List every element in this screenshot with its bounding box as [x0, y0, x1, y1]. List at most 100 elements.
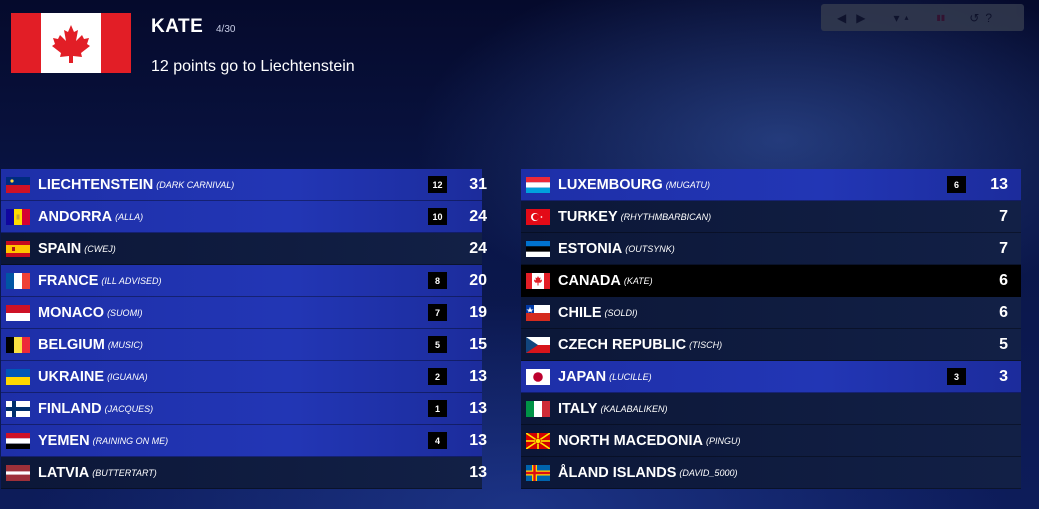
- points-given-badge: 3: [947, 368, 966, 385]
- sort-asc-icon[interactable]: ▴: [904, 13, 909, 22]
- sort-desc-icon[interactable]: ▾: [893, 10, 900, 25]
- country-name: SPAIN: [38, 240, 82, 257]
- participant-name: (BUTTERTART): [92, 467, 157, 478]
- chile-flag-icon: [526, 304, 550, 321]
- total-score: 7: [999, 239, 1008, 257]
- total-score: 24: [469, 239, 487, 257]
- score-row-estonia: ESTONIA (OUTSYNK) 7: [521, 233, 1021, 265]
- monaco-flag-icon: [6, 304, 30, 321]
- country-name: CANADA: [558, 272, 621, 289]
- ukraine-flag-icon: [6, 368, 30, 385]
- prev-icon[interactable]: ◀: [837, 10, 847, 25]
- country-name: BELGIUM: [38, 336, 105, 353]
- voter-progress: 4/30: [216, 24, 236, 35]
- country-name: FRANCE: [38, 272, 99, 289]
- voter-name: KATE: [151, 16, 204, 37]
- playback-controls: ◀ ▶ ▾ ▴ ▮▮ ↺ ?: [821, 4, 1024, 31]
- luxembourg-flag-icon: [526, 176, 550, 193]
- japan-flag-icon: [526, 368, 550, 385]
- score-row-north-macedonia: NORTH MACEDONIA (PINGU): [521, 425, 1021, 457]
- help-icon[interactable]: ?: [985, 10, 993, 25]
- total-score: 6: [999, 271, 1008, 289]
- country-name: ITALY: [558, 400, 598, 417]
- spain-flag-icon: [6, 240, 30, 257]
- points-given-badge: 1: [428, 400, 447, 417]
- score-row-japan: JAPAN (LUCILLE) 3 3: [521, 361, 1021, 393]
- participant-name: (JACQUES): [104, 403, 154, 414]
- participant-name: (LUCILLE): [609, 371, 652, 382]
- country-name: FINLAND: [38, 400, 102, 417]
- yemen-flag-icon: [6, 432, 30, 449]
- score-row-liechtenstein: LIECHTENSTEIN (DARK CARNIVAL) 12 31: [1, 169, 487, 201]
- canada-flag-icon: [526, 272, 550, 289]
- participant-name: (RHYTHMBARBICAN): [620, 211, 712, 222]
- participant-name: (OUTSYNK): [625, 243, 675, 254]
- points-given-badge: 10: [428, 208, 447, 225]
- total-score: 13: [469, 431, 487, 449]
- participant-name: (DARK CARNIVAL): [156, 179, 235, 190]
- points-given-badge: 8: [428, 272, 447, 289]
- participant-name: (MUSIC): [107, 339, 143, 350]
- country-name: JAPAN: [558, 368, 607, 385]
- points-announcement: 12 points go to Liechtenstein: [151, 58, 355, 75]
- total-score: 31: [469, 175, 487, 193]
- score-row-belgium: BELGIUM (MUSIC) 5 15: [1, 329, 487, 361]
- points-given-badge: 7: [428, 304, 447, 321]
- points-given-badge: 2: [428, 368, 447, 385]
- score-row-monaco: MONACO (SUOMI) 7 19: [1, 297, 487, 329]
- total-score: 6: [999, 303, 1008, 321]
- points-given-badge: 6: [947, 176, 966, 193]
- participant-name: (CWEJ): [84, 243, 116, 254]
- reset-icon[interactable]: ↺: [969, 10, 980, 25]
- total-score: 20: [469, 271, 487, 289]
- participant-name: (ILL ADVISED): [101, 275, 162, 286]
- estonia-flag-icon: [526, 240, 550, 257]
- country-name: LUXEMBOURG: [558, 176, 663, 193]
- country-name: LIECHTENSTEIN: [38, 176, 154, 193]
- participant-name: (RAINING ON ME): [92, 435, 169, 446]
- total-score: 7: [999, 207, 1008, 225]
- total-score: 13: [469, 367, 487, 385]
- latvia-flag-icon: [6, 464, 30, 481]
- andorra-flag-icon: [6, 208, 30, 225]
- points-given-badge: 4: [428, 432, 447, 449]
- italy-flag-icon: [526, 400, 550, 417]
- scoreboard-right: LUXEMBOURG (MUGATU) 6 13 TURKEY (RHYTHMBARBIC…: [521, 169, 1021, 489]
- score-row-italy: ITALY (KALABALIKEN): [521, 393, 1021, 425]
- north-macedonia-flag-icon: [526, 432, 550, 449]
- france-flag-icon: [6, 272, 30, 289]
- score-row-andorra: ANDORRA (ALLA) 10 24: [1, 201, 487, 233]
- score-row-france: FRANCE (ILL ADVISED) 8 20: [1, 265, 487, 297]
- total-score: 13: [469, 463, 487, 481]
- participant-name: (SOLDI): [604, 307, 638, 318]
- participant-name: (DAVID_5000): [679, 467, 738, 478]
- country-name: ÅLAND ISLANDS: [558, 464, 677, 481]
- score-row-ukraine: UKRAINE (IGUANA) 2 13: [1, 361, 487, 393]
- participant-name: (PINGU): [706, 435, 741, 446]
- score-row-canada: CANADA (KATE) 6: [521, 265, 1021, 297]
- country-name: UKRAINE: [38, 368, 105, 385]
- country-name: ANDORRA: [38, 208, 113, 225]
- score-row-luxembourg: LUXEMBOURG (MUGATU) 6 13: [521, 169, 1021, 201]
- next-icon[interactable]: ▶: [856, 10, 866, 25]
- total-score: 15: [469, 335, 487, 353]
- country-name: ESTONIA: [558, 240, 623, 257]
- participant-name: (KATE): [623, 275, 653, 286]
- total-score: 13: [469, 399, 487, 417]
- score-row-finland: FINLAND (JACQUES) 1 13: [1, 393, 487, 425]
- canada-flag-icon: [11, 13, 131, 73]
- score-row-turkey: TURKEY (RHYTHMBARBICAN) 7: [521, 201, 1021, 233]
- participant-name: (MUGATU): [665, 179, 711, 190]
- score-row-latvia: LATVIA (BUTTERTART) 13: [1, 457, 487, 489]
- total-score: 24: [469, 207, 487, 225]
- score-row-chile: CHILE (SOLDI) 6: [521, 297, 1021, 329]
- belgium-flag-icon: [6, 336, 30, 353]
- points-given-badge: 12: [428, 176, 447, 193]
- participant-name: (IGUANA): [107, 371, 148, 382]
- country-name: NORTH MACEDONIA: [558, 432, 703, 449]
- country-name: CZECH REPUBLIC: [558, 336, 687, 353]
- score-row-czech: CZECH REPUBLIC (TISCH) 5: [521, 329, 1021, 361]
- total-score: 5: [999, 335, 1008, 353]
- country-name: LATVIA: [38, 464, 90, 481]
- pause-icon[interactable]: ▮▮: [936, 13, 946, 22]
